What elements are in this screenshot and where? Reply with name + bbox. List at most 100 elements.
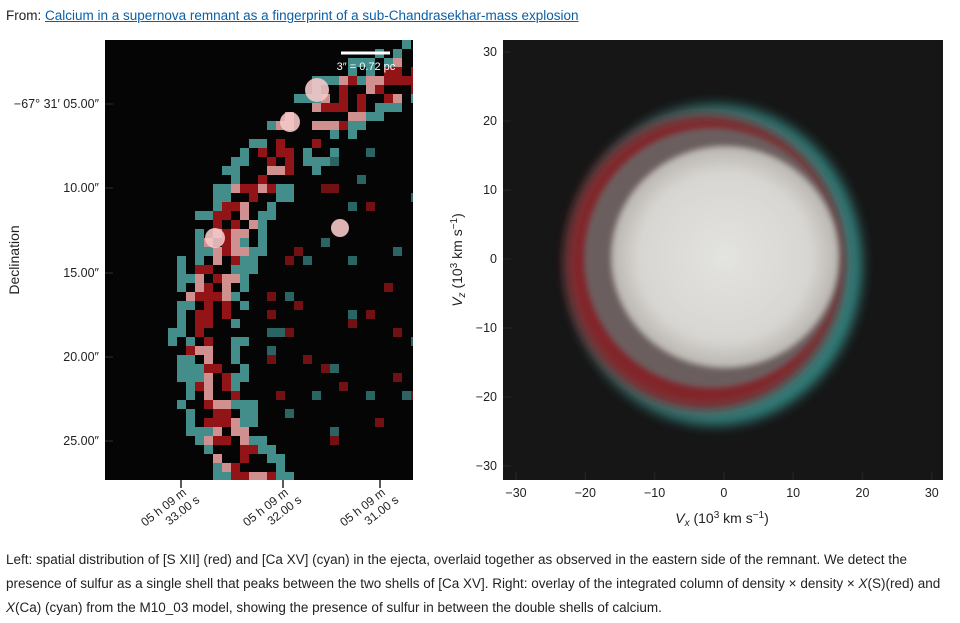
emission-pixel <box>348 256 357 265</box>
emission-pixel <box>267 454 276 463</box>
emission-pixel <box>222 229 231 238</box>
emission-pixel <box>312 139 321 148</box>
emission-pixel <box>222 382 231 391</box>
emission-pixel <box>411 67 413 76</box>
emission-pixel <box>186 382 195 391</box>
emission-pixel <box>285 157 294 166</box>
emission-pixel <box>393 247 402 256</box>
emission-pixel <box>393 67 402 76</box>
emission-pixel <box>267 121 276 130</box>
emission-pixel <box>375 103 384 112</box>
emission-pixel <box>321 103 330 112</box>
emission-pixel <box>222 274 231 283</box>
central-core <box>611 146 839 368</box>
emission-pixel <box>204 301 213 310</box>
emission-pixel <box>195 364 204 373</box>
emission-pixel <box>330 121 339 130</box>
emission-pixel <box>231 202 240 211</box>
emission-pixel <box>267 355 276 364</box>
emission-pixel <box>204 400 213 409</box>
emission-pixel <box>258 472 267 480</box>
emission-pixel <box>249 184 258 193</box>
emission-pixel <box>186 409 195 418</box>
caption-x-symbol: X <box>6 600 16 615</box>
y-tick-label: 0 <box>490 252 497 266</box>
emission-pixel <box>411 76 413 85</box>
emission-pixel <box>321 76 330 85</box>
from-label: From: <box>6 8 42 23</box>
emission-pixel <box>249 247 258 256</box>
emission-pixel <box>195 211 204 220</box>
caption-text-3: (Ca) (cyan) from the M10_03 model, showi… <box>15 600 662 615</box>
emission-pixel <box>213 427 222 436</box>
y-tick-label: 10.00″ <box>63 181 99 195</box>
emission-pixel <box>186 346 195 355</box>
emission-pixel <box>384 76 393 85</box>
emission-pixel <box>222 463 231 472</box>
emission-pixel <box>285 292 294 301</box>
emission-knot <box>331 219 349 237</box>
emission-pixel <box>303 148 312 157</box>
emission-map <box>168 40 413 480</box>
emission-pixel <box>285 184 294 193</box>
figure-caption: Left: spatial distribution of [S XII] (r… <box>6 548 954 620</box>
emission-pixel <box>312 121 321 130</box>
emission-pixel <box>195 274 204 283</box>
emission-pixel <box>231 157 240 166</box>
emission-pixel <box>258 148 267 157</box>
emission-pixel <box>393 373 402 382</box>
emission-pixel <box>222 301 231 310</box>
emission-knot <box>205 228 225 248</box>
emission-pixel <box>402 76 411 85</box>
emission-pixel <box>213 436 222 445</box>
emission-pixel <box>177 256 186 265</box>
emission-pixel <box>240 409 249 418</box>
emission-pixel <box>222 283 231 292</box>
emission-pixel <box>231 382 240 391</box>
emission-pixel <box>393 58 402 67</box>
emission-pixel <box>276 139 285 148</box>
emission-pixel <box>393 328 402 337</box>
emission-pixel <box>231 391 240 400</box>
emission-pixel <box>258 436 267 445</box>
emission-pixel <box>240 274 249 283</box>
emission-pixel <box>240 148 249 157</box>
emission-pixel <box>258 211 267 220</box>
emission-pixel <box>177 355 186 364</box>
emission-pixel <box>249 418 258 427</box>
emission-pixel <box>222 202 231 211</box>
emission-pixel <box>285 148 294 157</box>
emission-pixel <box>213 400 222 409</box>
emission-pixel <box>393 94 402 103</box>
emission-pixel <box>411 391 413 400</box>
emission-pixel <box>258 247 267 256</box>
emission-pixel <box>321 184 330 193</box>
left-image-panel: 3″ = 0.72 pc −67° 31′ 05.00″ 10.00″ 15.00″… <box>6 40 413 529</box>
emission-pixel <box>303 157 312 166</box>
emission-pixel <box>204 211 213 220</box>
emission-pixel <box>186 274 195 283</box>
emission-pixel <box>231 220 240 229</box>
y-tick-label: −20 <box>476 390 497 404</box>
emission-pixel <box>204 265 213 274</box>
emission-pixel <box>267 166 276 175</box>
emission-pixel <box>186 364 195 373</box>
emission-pixel <box>204 364 213 373</box>
emission-pixel <box>321 238 330 247</box>
emission-pixel <box>195 283 204 292</box>
emission-pixel <box>276 463 285 472</box>
emission-pixel <box>276 454 285 463</box>
emission-pixel <box>249 256 258 265</box>
emission-pixel <box>240 373 249 382</box>
emission-pixel <box>285 193 294 202</box>
emission-pixel <box>249 445 258 454</box>
emission-pixel <box>222 166 231 175</box>
emission-pixel <box>258 184 267 193</box>
emission-pixel <box>249 436 258 445</box>
emission-pixel <box>240 301 249 310</box>
emission-pixel <box>393 76 402 85</box>
right-x-axis: −30 −20 −10 0 10 20 30 <box>505 472 939 500</box>
article-link[interactable]: Calcium in a supernova remnant as a fing… <box>45 8 579 23</box>
emission-pixel <box>348 130 357 139</box>
emission-pixel <box>222 373 231 382</box>
